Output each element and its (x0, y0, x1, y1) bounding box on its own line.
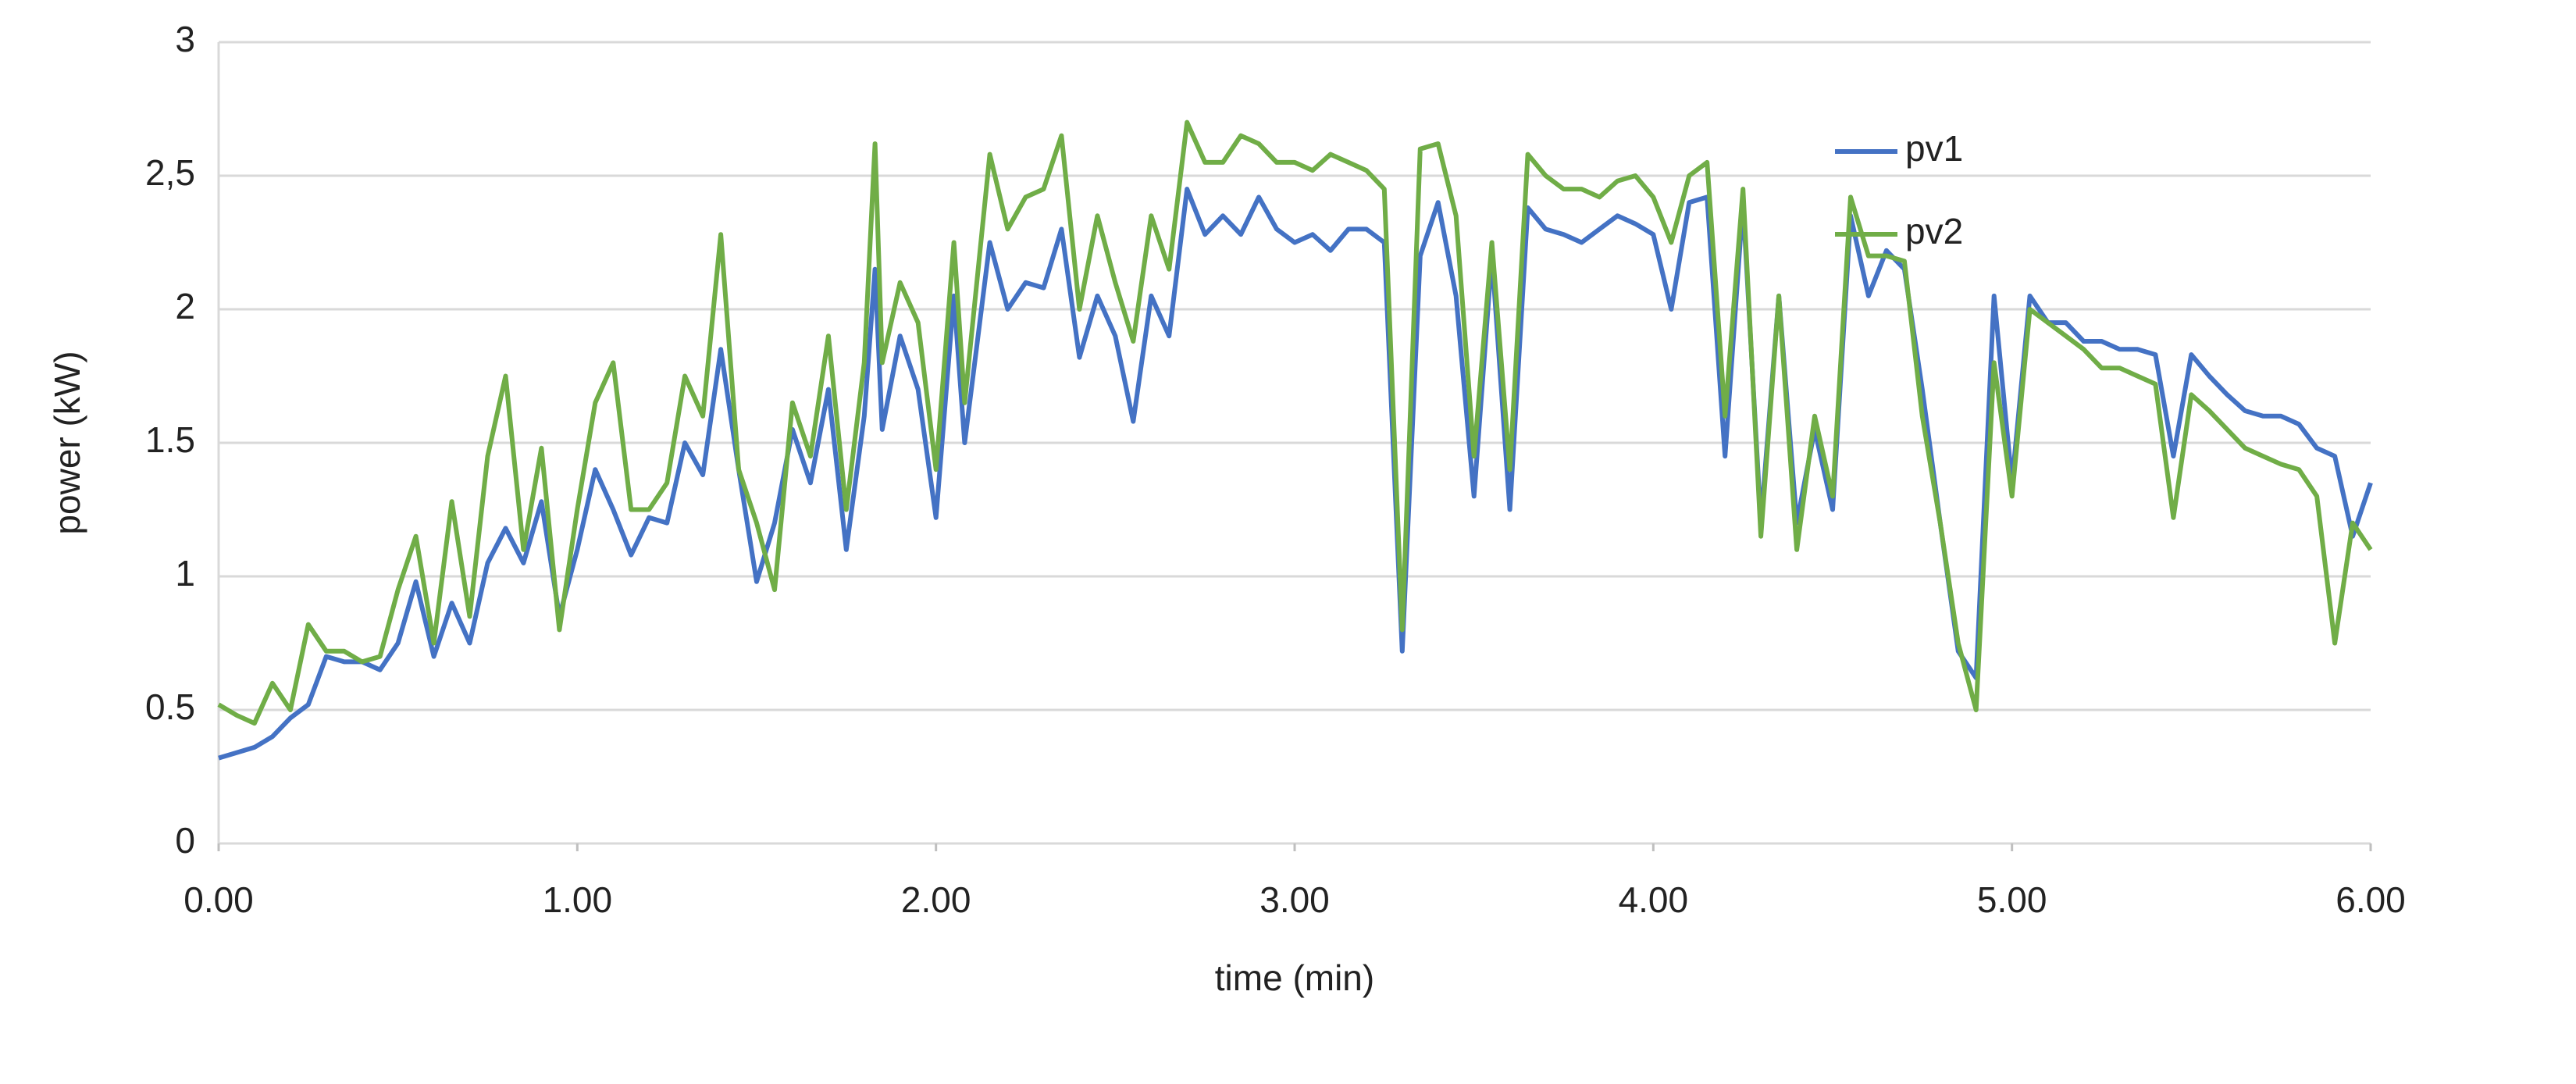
y-tick-label: 2 (175, 286, 195, 326)
y-tick-label: 1 (175, 553, 195, 594)
x-axis-title: time (min) (1215, 957, 1374, 998)
y-axis-title: power (kW) (47, 351, 87, 534)
x-tick-label: 4.00 (1619, 879, 1689, 920)
y-tick-label: 3 (175, 19, 195, 59)
legend-label: pv1 (1905, 128, 1963, 169)
series-line (217, 119, 2373, 726)
x-tick-label: 3.00 (1259, 879, 1330, 920)
x-tick-label: 5.00 (1977, 879, 2047, 920)
x-tick-label: 6.00 (2336, 879, 2406, 920)
y-tick-label: 0 (175, 820, 195, 861)
x-tick-label: 0.00 (183, 879, 254, 920)
x-tick-label: 1.00 (543, 879, 613, 920)
series-line (218, 187, 2373, 761)
legend-label: pv2 (1905, 211, 1963, 251)
y-tick-label: 1.5 (145, 419, 195, 460)
y-tick-label: 0.5 (145, 686, 195, 727)
x-tick-label: 2.00 (901, 879, 971, 920)
y-tick-label: 2,5 (145, 152, 195, 193)
